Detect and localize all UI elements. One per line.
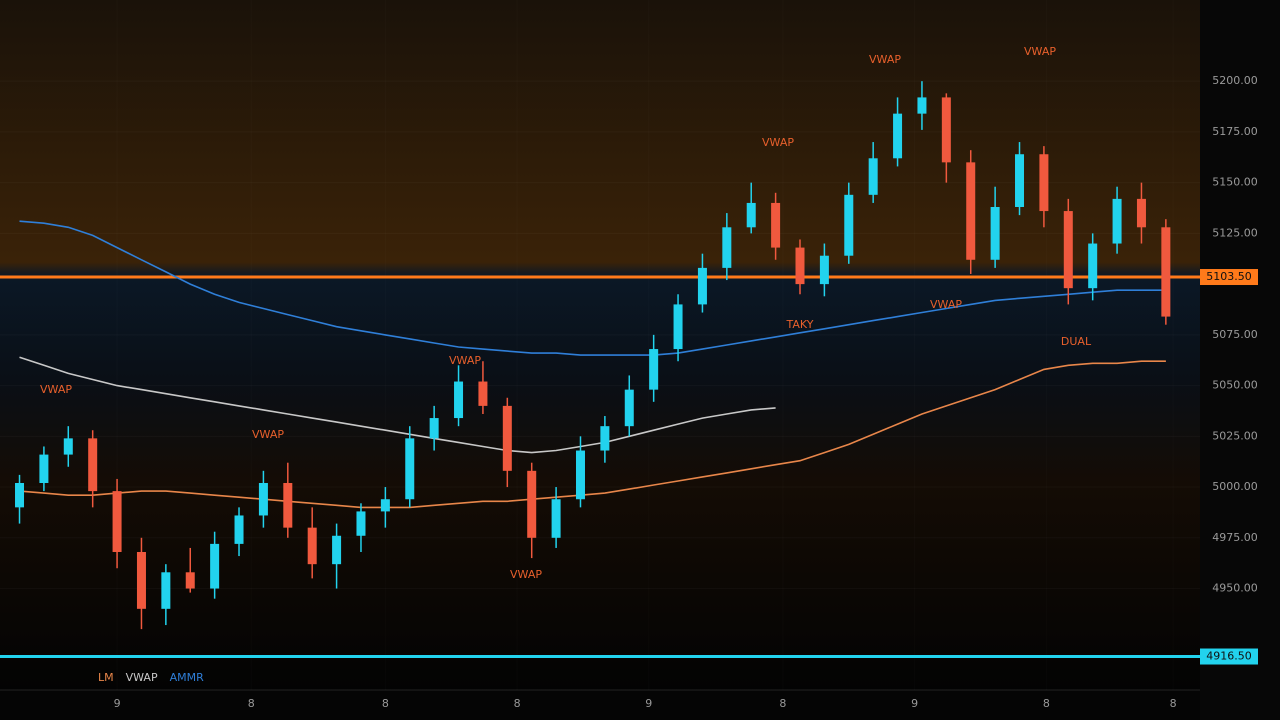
candle-body <box>502 405 512 471</box>
legend-label: AMMR <box>170 671 205 684</box>
candle-body <box>88 438 98 492</box>
indicator-line <box>19 220 1166 356</box>
candle-body <box>551 499 561 538</box>
candle-body <box>1015 154 1025 207</box>
y-tick-label: 4975.00 <box>1212 531 1258 544</box>
annotation: VWAP <box>40 383 72 396</box>
legend-label: LM <box>98 671 114 684</box>
candle-body <box>746 202 756 228</box>
y-tick-label: 5025.00 <box>1212 429 1258 442</box>
candle-body <box>136 552 146 609</box>
y-tick-label: 5050.00 <box>1212 379 1258 392</box>
candle-body <box>429 418 439 439</box>
y-tick-label: 5200.00 <box>1212 74 1258 87</box>
axis-background <box>1200 0 1280 720</box>
x-tick-label: 8 <box>779 697 786 710</box>
candle-body <box>1136 198 1146 228</box>
candle-body <box>63 438 73 455</box>
candle-body <box>575 450 585 500</box>
candle-body <box>1063 211 1073 289</box>
x-tick-label: 8 <box>1043 697 1050 710</box>
candle-body <box>185 572 195 589</box>
candle-body <box>966 162 976 260</box>
candle-body <box>527 470 537 538</box>
candle-body <box>771 202 781 248</box>
legend: LM VWAP AMMR <box>98 671 204 684</box>
annotation: VWAP <box>252 428 284 441</box>
y-tick-label: 5175.00 <box>1212 125 1258 138</box>
candle-body <box>210 543 220 589</box>
candle-body <box>1112 198 1122 244</box>
candle-body <box>283 483 293 528</box>
annotation: DUAL <box>1061 335 1092 348</box>
y-tick-label: 5000.00 <box>1212 480 1258 493</box>
candle-body <box>1039 154 1049 212</box>
candle-body <box>722 227 732 268</box>
candle-body <box>332 535 342 565</box>
annotation: VWAP <box>1024 45 1056 58</box>
candle-body <box>112 491 122 552</box>
candle-body <box>819 255 829 285</box>
y-tick-label: 5075.00 <box>1212 328 1258 341</box>
candle-body <box>15 483 25 508</box>
y-tick-label: 4950.00 <box>1212 582 1258 595</box>
candle-body <box>941 97 951 163</box>
x-tick-label: 9 <box>114 697 121 710</box>
x-tick-label: 8 <box>514 697 521 710</box>
x-tick-label: 9 <box>645 697 652 710</box>
annotation: VWAP <box>930 298 962 311</box>
candle-body <box>600 426 610 451</box>
candle-body <box>868 158 878 195</box>
candle-body <box>624 389 634 427</box>
candle-body <box>1088 243 1098 289</box>
candle-body <box>795 247 805 285</box>
candle-body <box>380 499 390 512</box>
annotation: VWAP <box>510 568 542 581</box>
candle-body <box>161 572 171 609</box>
annotation: VWAP <box>762 136 794 149</box>
y-tick-label: 5125.00 <box>1212 226 1258 239</box>
x-tick-label: 8 <box>248 697 255 710</box>
indicator-line <box>19 360 1166 509</box>
x-tick-label: 8 <box>382 697 389 710</box>
plot-background <box>0 0 1200 690</box>
legend-label: VWAP <box>126 671 158 684</box>
y-tick-label: 5150.00 <box>1212 176 1258 189</box>
annotation: TAKY <box>786 318 814 331</box>
candle-body <box>478 381 488 406</box>
price-tag-label: 5103.50 <box>1206 270 1252 283</box>
candle-body <box>844 194 854 256</box>
candle-body <box>356 511 366 536</box>
price-tag <box>1200 648 1258 665</box>
candle-body <box>234 515 244 544</box>
candle-body <box>454 381 464 419</box>
candle-body <box>990 207 1000 260</box>
price-tag-label: 4916.50 <box>1206 650 1252 663</box>
annotation: VWAP <box>449 354 481 367</box>
annotation: VWAP <box>869 53 901 66</box>
candle-body <box>1161 227 1171 317</box>
price-tag <box>1200 269 1258 286</box>
candle-body <box>649 349 659 390</box>
candle-body <box>307 527 317 565</box>
candle-body <box>405 438 415 500</box>
candle-body <box>893 113 903 159</box>
indicator-line <box>19 356 776 454</box>
candle-body <box>258 483 268 516</box>
candle-body <box>673 304 683 350</box>
candle-body <box>39 454 49 483</box>
x-tick-label: 8 <box>1170 697 1177 710</box>
candle-body <box>697 267 707 305</box>
x-tick-label: 9 <box>911 697 918 710</box>
candle-body <box>917 97 927 114</box>
